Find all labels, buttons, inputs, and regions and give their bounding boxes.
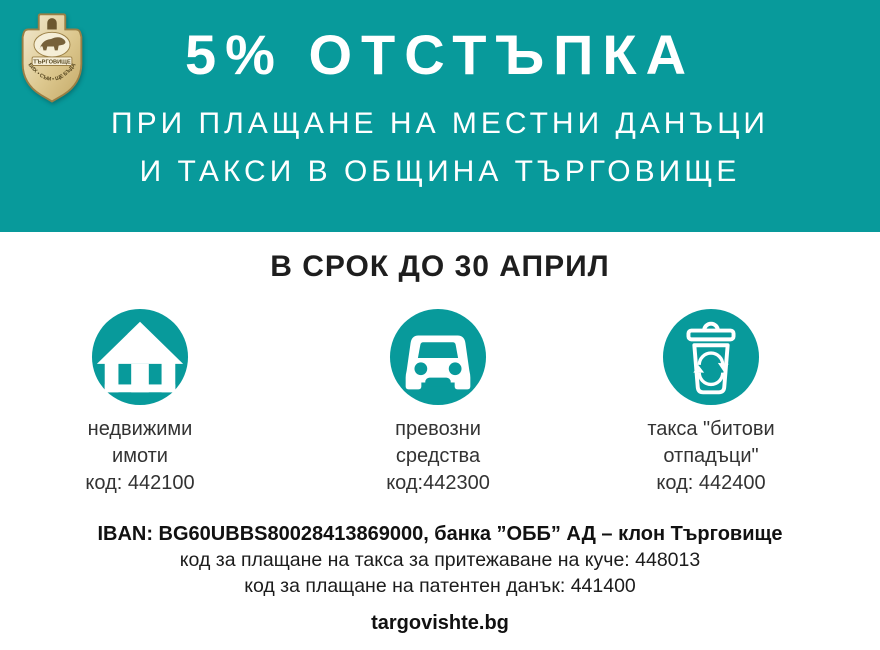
teal-banner: ТЪРГОВИЩЕ БИХ • СЪМ • ЩЕ БЪДА 5% ОТСТЪПК… — [0, 0, 880, 232]
category-immovable-property: недвижими имоти код: 442100 — [20, 308, 260, 497]
dog-fee-line: код за плащане на такса за притежаване н… — [179, 549, 701, 571]
category-code: код: 442100 — [85, 472, 195, 494]
category-label-line1: такса "битови — [647, 418, 775, 440]
subtitle-line-1: ПРИ ПЛАЩАНЕ НА МЕСТНИ ДАНЪЦИ — [111, 107, 769, 140]
house-icon — [91, 308, 189, 406]
crest-town-name: ТЪРГОВИЩЕ — [33, 60, 71, 66]
deadline-heading: В СРОК ДО 30 АПРИЛ — [270, 250, 610, 283]
patent-tax-line: код за плащане на патентен данък: 441400 — [244, 575, 636, 597]
category-labels: недвижими имоти код: 442100 — [20, 416, 260, 497]
category-label-line1: превозни — [395, 418, 481, 440]
category-label-line2: средства — [395, 445, 481, 467]
categories-row: недвижими имоти код: 442100 превозни — [0, 286, 880, 497]
category-vehicles: превозни средства код:442300 — [318, 308, 558, 497]
category-label-line2: имоти — [112, 445, 168, 467]
category-code: код:442300 — [386, 472, 490, 494]
trash-bin-icon — [662, 308, 760, 406]
category-household-waste: такса "битови отпадъци" код: 442400 — [591, 308, 831, 497]
category-label-line1: недвижими — [87, 418, 193, 440]
category-labels: превозни средства код:442300 — [318, 416, 558, 497]
website-footer: targovishte.bg — [371, 612, 509, 634]
category-label-line2: отпадъци" — [663, 445, 759, 467]
municipal-crest-icon: ТЪРГОВИЩЕ БИХ • СЪМ • ЩЕ БЪДА — [21, 13, 83, 103]
municipal-crest: ТЪРГОВИЩЕ БИХ • СЪМ • ЩЕ БЪДА — [16, 8, 88, 104]
subtitle-line-2: И ТАКСИ В ОБЩИНА ТЪРГОВИЩЕ — [139, 155, 741, 188]
payment-info: IBAN: BG60UBBS80028413869000, банка ”ОББ… — [0, 521, 880, 599]
car-icon — [389, 308, 487, 406]
iban-line: IBAN: BG60UBBS80028413869000, банка ”ОББ… — [97, 523, 783, 545]
category-labels: такса "битови отпадъци" код: 442400 — [591, 416, 831, 497]
discount-title: 5% ОТСТЪПКА — [184, 23, 696, 86]
category-code: код: 442400 — [656, 472, 766, 494]
poster-body: В СРОК ДО 30 АПРИЛ недвижими имоти код: … — [0, 248, 880, 635]
